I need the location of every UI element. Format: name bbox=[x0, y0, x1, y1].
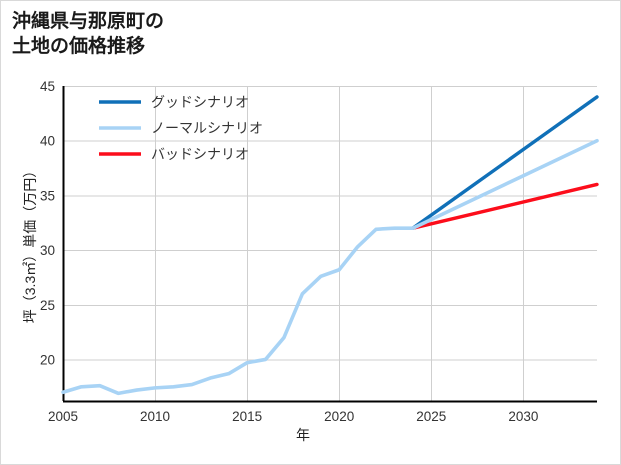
legend-label-1: ノーマルシナリオ bbox=[151, 120, 263, 136]
y-tick-label: 20 bbox=[40, 352, 55, 367]
legend-label-0: グッドシナリオ bbox=[151, 94, 249, 110]
y-tick-label: 40 bbox=[40, 134, 55, 149]
series-line-ノーマルシナリオ bbox=[61, 138, 599, 396]
series-line-バッドシナリオ bbox=[411, 182, 599, 230]
x-axis-title: 年 bbox=[296, 427, 310, 443]
y-tick-label: 35 bbox=[40, 188, 55, 203]
x-tick-label: 2025 bbox=[416, 409, 446, 424]
x-tick-label: 2020 bbox=[324, 409, 354, 424]
x-tick-label: 2010 bbox=[140, 409, 170, 424]
y-axis-title: 坪（3.3㎡）単価（万円） bbox=[22, 164, 38, 323]
legend-label-2: バッドシナリオ bbox=[151, 146, 249, 162]
series-line-グッドシナリオ bbox=[411, 95, 599, 230]
y-tick-label: 45 bbox=[40, 79, 55, 94]
x-tick-label: 2005 bbox=[48, 409, 78, 424]
chart-title: 沖縄県与那原町の 土地の価格推移 bbox=[12, 11, 165, 57]
x-tick-label: 2030 bbox=[508, 409, 538, 424]
y-tick-label: 25 bbox=[40, 298, 55, 313]
x-tick-label: 2015 bbox=[232, 409, 262, 424]
y-tick-label: 30 bbox=[40, 243, 55, 258]
